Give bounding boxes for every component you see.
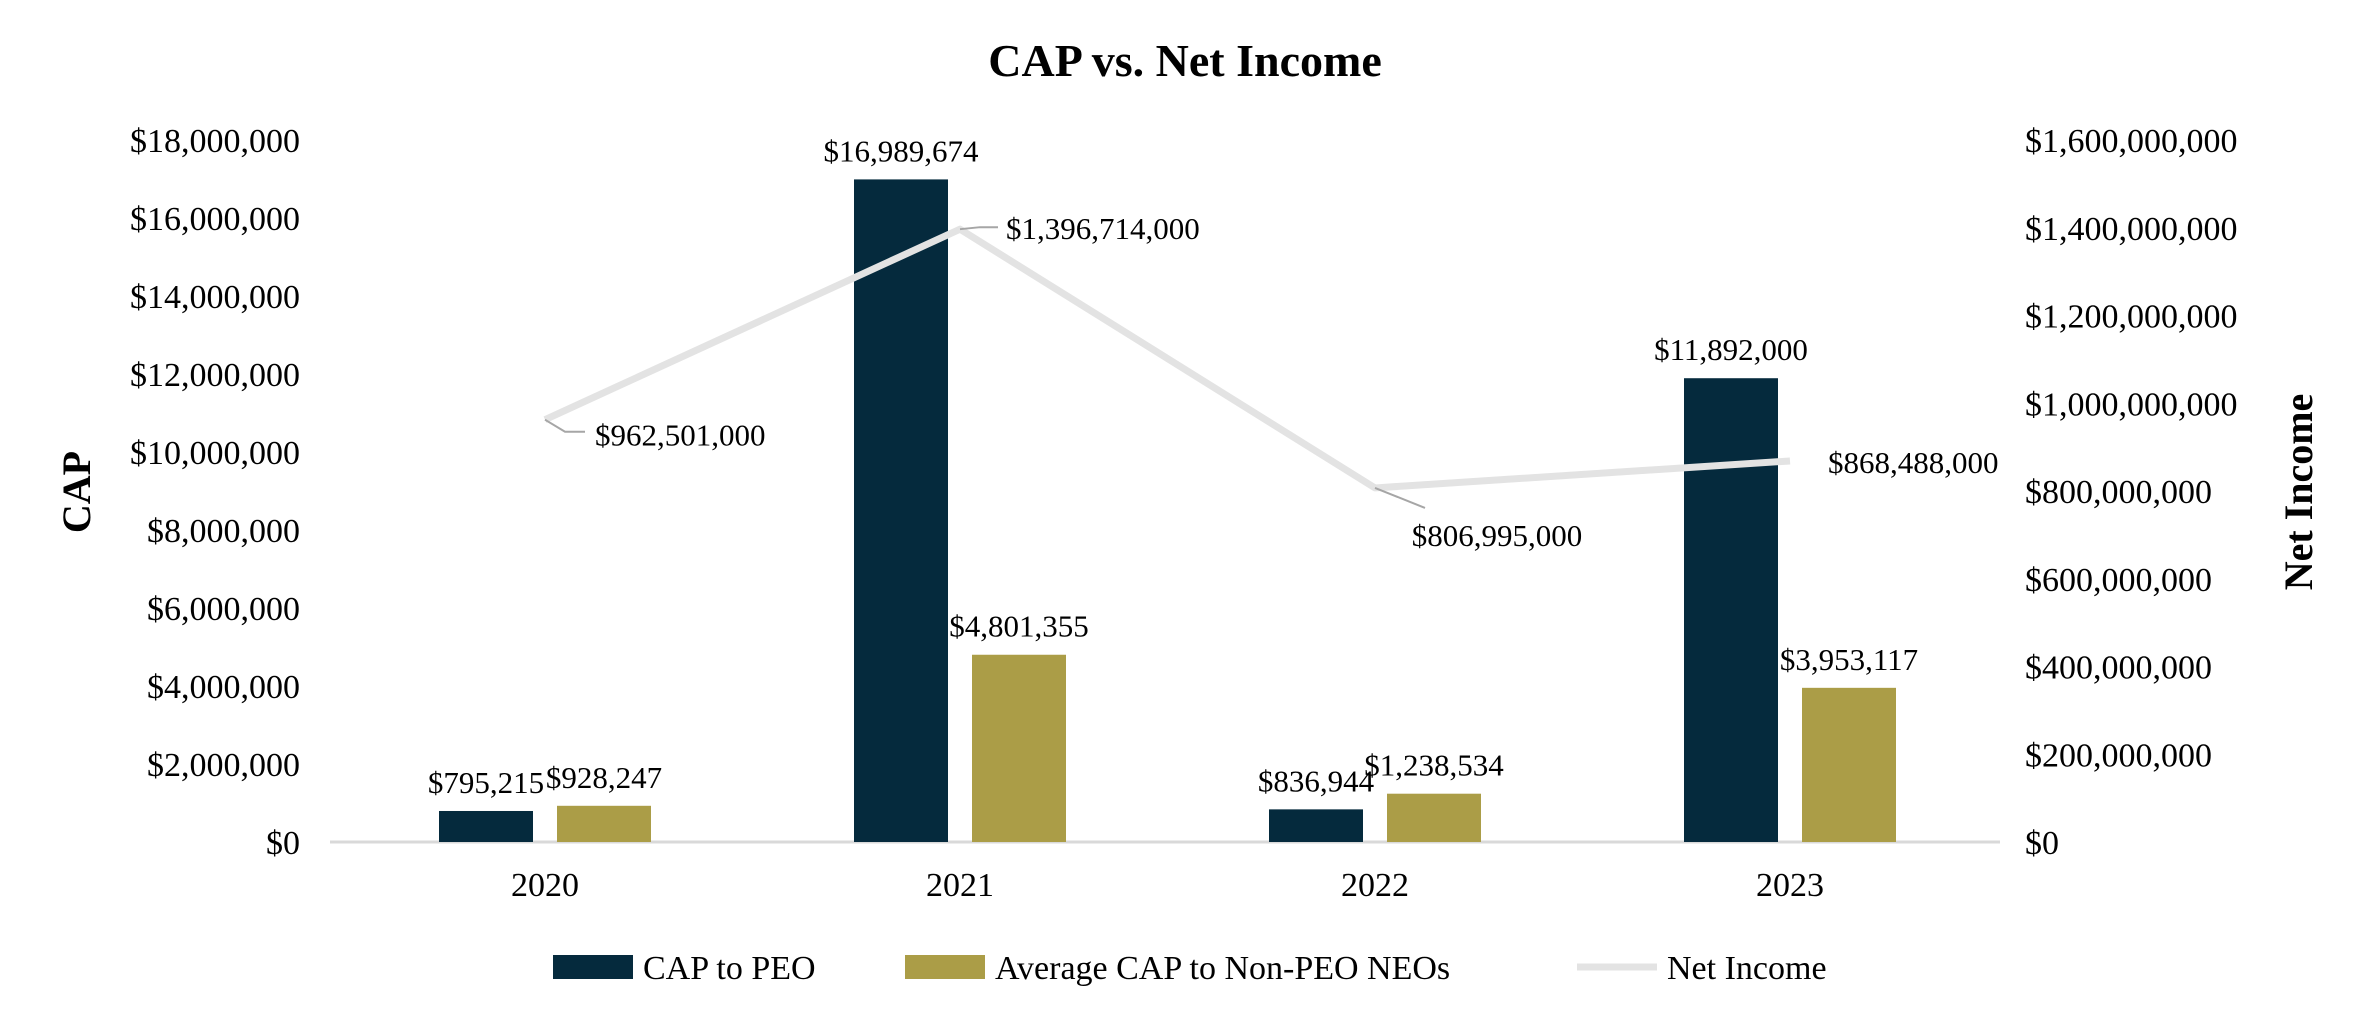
net-income-data-label: $962,501,000 — [595, 418, 766, 453]
y-axis-ticks: $0 $2,000,000 $4,000,000 $6,000,000 $8,000,0… — [130, 123, 300, 862]
net-income-data-label: $868,488,000 — [1828, 445, 1999, 480]
legend-label-net-income: Net Income — [1667, 950, 1827, 987]
y2-tick-label: $800,000,000 — [2025, 474, 2212, 511]
x-axis-ticks: 2020 2021 2022 2023 — [511, 867, 1824, 904]
leader-line — [544, 418, 585, 433]
y2-tick-label: $1,000,000,000 — [2025, 386, 2238, 423]
leader-line — [1374, 487, 1426, 509]
bar-data-label: $836,944 — [1258, 763, 1375, 798]
y-tick-label: $8,000,000 — [147, 513, 300, 550]
data-labels: $795,215 $16,989,674 $836,944 $11,892,000 $9… — [428, 133, 1999, 800]
x-tick-label: 2023 — [1756, 867, 1824, 904]
legend-label-average-cap: Average CAP to Non-PEO NEOs — [995, 950, 1450, 987]
legend: CAP to PEO Average CAP to Non-PEO NEOs N… — [553, 950, 1827, 987]
y-tick-label: $18,000,000 — [130, 123, 300, 160]
y2-axis-title: Net Income — [2276, 394, 2321, 591]
y-tick-label: $0 — [266, 825, 300, 862]
legend-swatch-cap-to-peo — [553, 955, 633, 979]
y-axis-title: CAP — [54, 451, 99, 533]
bar-data-label: $16,989,674 — [824, 133, 980, 168]
leader-line — [959, 226, 998, 231]
bar-data-label: $1,238,534 — [1364, 748, 1504, 783]
y2-axis-ticks: $0 $200,000,000 $400,000,000 $600,000,000 $8… — [2025, 123, 2238, 862]
y-tick-label: $2,000,000 — [147, 747, 300, 784]
legend-swatch-average-cap — [905, 955, 985, 979]
y-tick-label: $14,000,000 — [130, 279, 300, 316]
y2-tick-label: $200,000,000 — [2025, 737, 2212, 774]
y2-tick-label: $1,600,000,000 — [2025, 123, 2238, 160]
y2-tick-label: $600,000,000 — [2025, 562, 2212, 599]
bar-data-label: $928,247 — [546, 760, 662, 795]
y-tick-label: $12,000,000 — [130, 357, 300, 394]
bar-data-label: $4,801,355 — [949, 609, 1089, 644]
bar-average-cap-2022 — [1387, 793, 1481, 842]
legend-label-cap-to-peo: CAP to PEO — [643, 950, 816, 987]
bar-data-label: $3,953,117 — [1780, 642, 1918, 677]
bar-cap-to-peo-2020 — [439, 810, 533, 842]
bar-average-cap-2021 — [972, 654, 1066, 842]
y-tick-label: $16,000,000 — [130, 201, 300, 238]
bar-cap-to-peo-2023 — [1684, 378, 1778, 842]
net-income-data-label: $806,995,000 — [1412, 518, 1583, 553]
bar-average-cap-2020 — [557, 805, 651, 842]
chart-title: CAP vs. Net Income — [988, 35, 1382, 86]
y-tick-label: $6,000,000 — [147, 591, 300, 628]
y2-tick-label: $1,400,000,000 — [2025, 211, 2238, 248]
net-income-data-label: $1,396,714,000 — [1006, 211, 1200, 246]
x-tick-label: 2021 — [926, 867, 994, 904]
bar-data-label: $11,892,000 — [1654, 332, 1808, 367]
y-tick-label: $4,000,000 — [147, 669, 300, 706]
bar-average-cap-2023 — [1802, 687, 1896, 842]
y-tick-label: $10,000,000 — [130, 435, 300, 472]
net-income-line — [543, 225, 1791, 492]
bar-series — [439, 179, 1896, 842]
y2-tick-label: $0 — [2025, 825, 2059, 862]
bar-data-label: $795,215 — [428, 765, 544, 800]
x-tick-label: 2022 — [1341, 867, 1409, 904]
bar-cap-to-peo-2021 — [854, 179, 948, 842]
net-income-series — [543, 225, 1791, 509]
y2-tick-label: $400,000,000 — [2025, 650, 2212, 687]
y2-tick-label: $1,200,000,000 — [2025, 299, 2238, 336]
x-tick-label: 2020 — [511, 867, 579, 904]
bar-cap-to-peo-2022 — [1269, 809, 1363, 842]
